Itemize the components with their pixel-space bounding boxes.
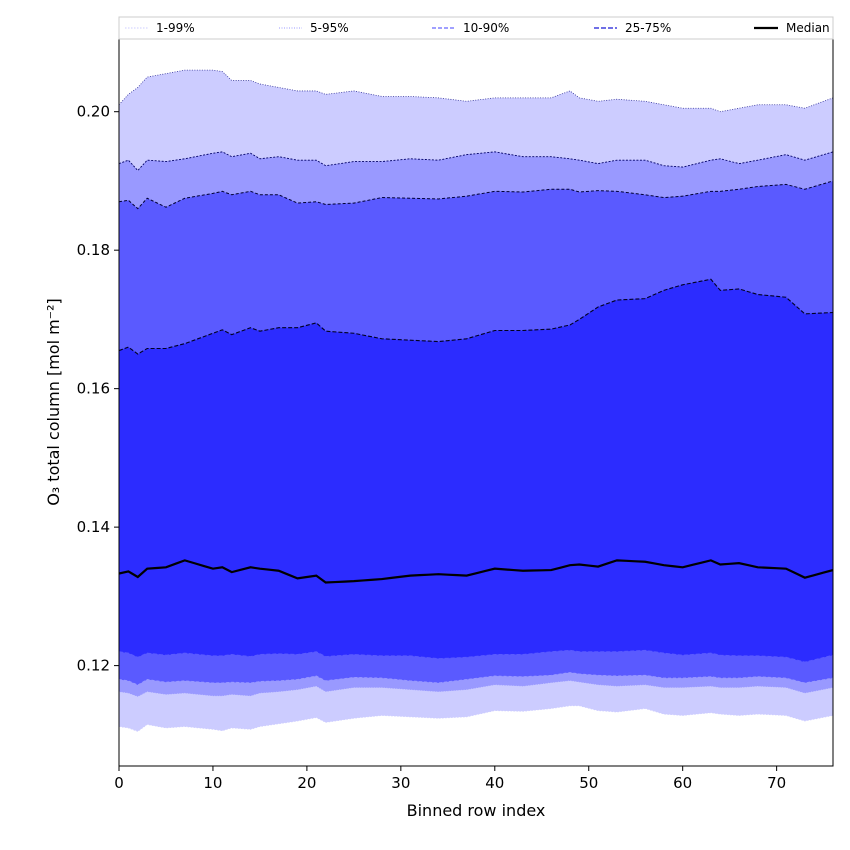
band-25-75 xyxy=(119,279,833,663)
edge-p10 xyxy=(119,672,833,686)
y-tick-label: 0.20 xyxy=(77,103,110,121)
percentile-bands xyxy=(119,70,833,732)
legend-label-10-90: 10-90% xyxy=(463,21,509,35)
y-tick-label: 0.14 xyxy=(77,518,110,536)
legend-label-5-95: 5-95% xyxy=(310,21,349,35)
edge-p25 xyxy=(119,649,833,663)
x-tick-label: 60 xyxy=(673,774,692,792)
y-axis-label: O₃ total column [mol m⁻²] xyxy=(44,298,63,506)
edge-p99 xyxy=(119,69,833,113)
x-tick-label: 30 xyxy=(391,774,410,792)
legend-label-median: Median xyxy=(786,21,830,35)
x-tick-label: 10 xyxy=(203,774,222,792)
legend-label-1-99: 1-99% xyxy=(156,21,195,35)
y-tick-label: 0.16 xyxy=(77,380,110,398)
x-tick-label: 0 xyxy=(114,774,124,792)
y-tick-label: 0.12 xyxy=(77,657,110,675)
edge-p1 xyxy=(119,705,833,732)
x-axis-ticks: 0 10 20 30 40 50 60 70 xyxy=(114,766,786,792)
x-tick-label: 20 xyxy=(297,774,316,792)
y-axis-ticks: 0.12 0.14 0.16 0.18 0.20 xyxy=(77,103,119,675)
x-tick-label: 40 xyxy=(485,774,504,792)
edge-p75 xyxy=(119,278,833,355)
x-tick-label: 50 xyxy=(579,774,598,792)
percentile-edges xyxy=(119,69,833,732)
legend: 1-99% 5-95% 10-90% 25-75% Median xyxy=(118,16,834,40)
edge-p95 xyxy=(119,151,833,172)
y-tick-label: 0.18 xyxy=(77,241,110,259)
median-line xyxy=(119,559,833,584)
edge-p5 xyxy=(119,680,833,698)
x-tick-label: 70 xyxy=(767,774,786,792)
legend-label-25-75: 25-75% xyxy=(625,21,671,35)
edge-p90 xyxy=(119,180,833,210)
x-axis-label: Binned row index xyxy=(407,801,546,820)
legend-frame xyxy=(118,16,834,40)
